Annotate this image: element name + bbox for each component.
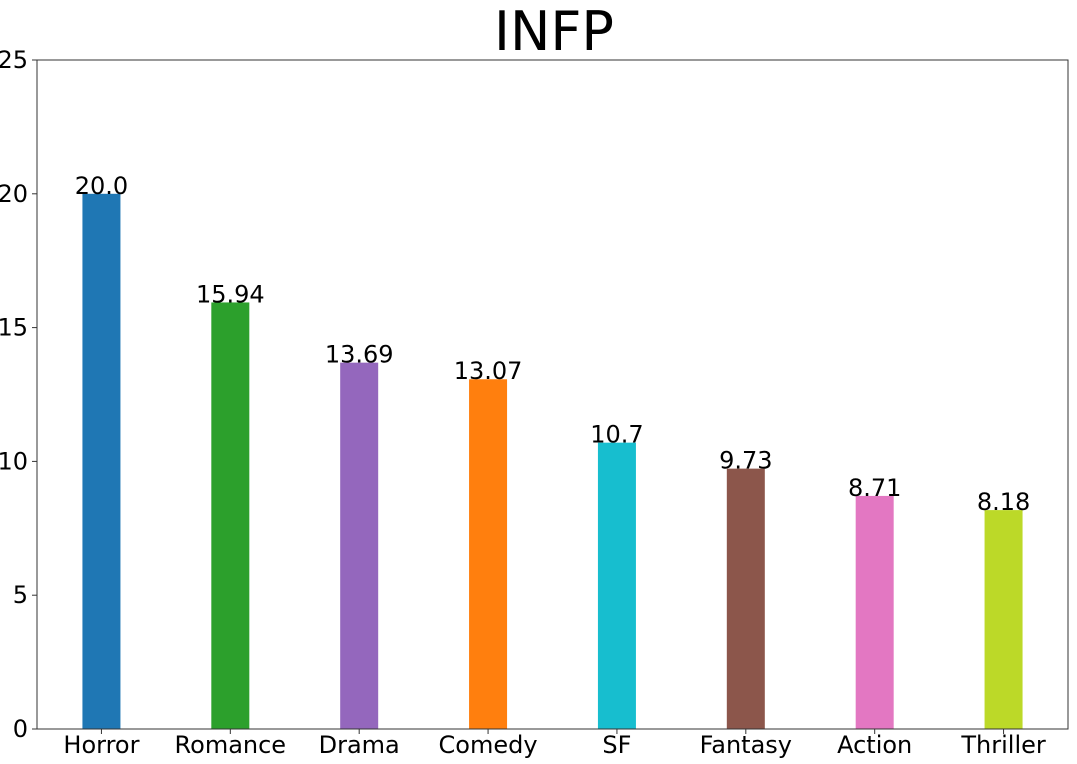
x-tick-label-action: Action (837, 731, 912, 759)
axes-layer: Horror Romance Drama Comedy SF Fantasy Action T… (0, 46, 1069, 759)
data-label-action: 8.71 (848, 474, 901, 502)
data-label-thriller: 8.18 (977, 488, 1030, 516)
bar-horror (82, 193, 121, 730)
data-label-fantasy: 9.73 (719, 447, 772, 475)
data-label-drama: 13.69 (325, 341, 394, 369)
chart-title: INFP (494, 0, 614, 63)
bar-comedy (469, 379, 508, 729)
bars-layer (82, 193, 1023, 730)
bar-sf (597, 442, 636, 729)
y-tick-label-15: 15 (0, 314, 28, 342)
data-labels-layer: 20.0 15.94 13.69 13.07 10.7 9.73 8.71 8.18 (75, 172, 1031, 516)
y-tick-label-5: 5 (13, 581, 28, 609)
y-tick-label-10: 10 (0, 447, 28, 475)
bar-drama (340, 362, 379, 729)
bar-romance (211, 302, 250, 729)
x-tick-label-horror: Horror (63, 731, 139, 759)
x-tick-label-romance: Romance (175, 731, 287, 759)
x-tick-label-sf: SF (602, 731, 631, 759)
y-tick-label-20: 20 (0, 180, 28, 208)
data-label-comedy: 13.07 (454, 357, 523, 385)
y-tick-label-0: 0 (13, 715, 28, 743)
y-tick-label-25: 25 (0, 46, 28, 74)
x-tick-label-fantasy: Fantasy (700, 731, 792, 759)
data-label-romance: 15.94 (196, 280, 265, 308)
x-tick-label-drama: Drama (319, 731, 400, 759)
bar-action (855, 495, 894, 729)
bar-fantasy (726, 468, 765, 729)
data-label-horror: 20.0 (75, 172, 128, 200)
x-tick-label-thriller: Thriller (960, 731, 1046, 759)
bar-thriller (984, 510, 1023, 729)
data-label-sf: 10.7 (590, 421, 643, 449)
x-tick-label-comedy: Comedy (439, 731, 538, 759)
plot-frame (36, 59, 1069, 730)
